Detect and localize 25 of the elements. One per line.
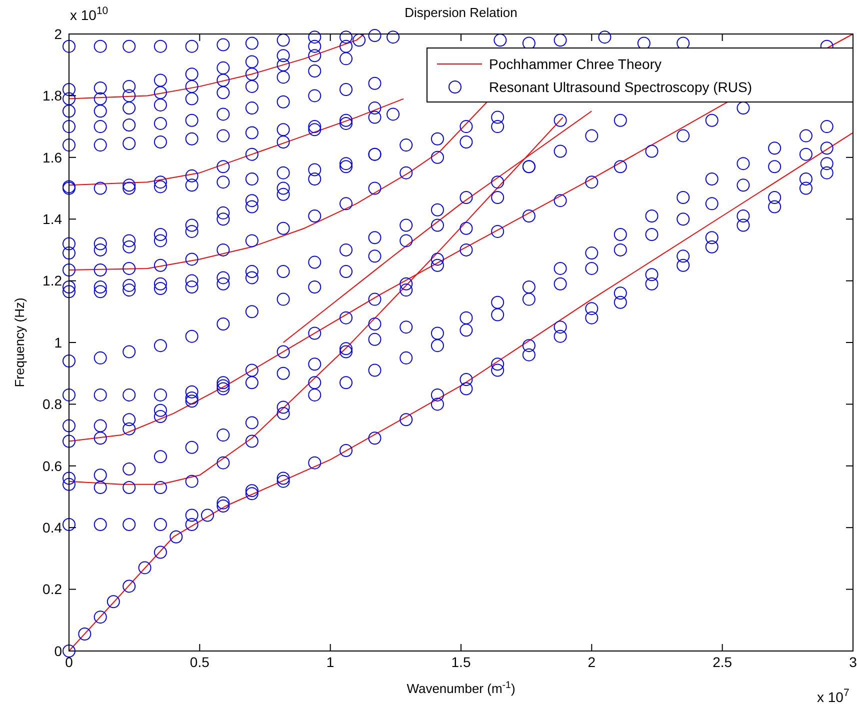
- text: x 10$^{10}$: [70, 5, 108, 23]
- y-tick-label: 2: [54, 26, 62, 42]
- y-tick-label: 0.8: [42, 396, 62, 412]
- x-tick-label: 0: [65, 654, 74, 670]
- legend-label: Resonant Ultrasound Spectroscopy (RUS): [489, 78, 752, 95]
- y-tick-label: 0.4: [42, 520, 62, 536]
- x-axis-title: Wavenumber (m$^{-1}$): [406, 680, 516, 696]
- y-tick-label: 0.6: [42, 458, 62, 474]
- x-tick-label: 2.5: [712, 654, 732, 670]
- chart-title: Dispersion Relation: [404, 5, 518, 20]
- y-tick-label: 1.2: [42, 272, 62, 289]
- y-tick-label: 0.2: [42, 581, 62, 598]
- y-tick-label: 1: [54, 334, 62, 350]
- x-tick-label: 3: [849, 654, 857, 670]
- y-tick-label: 1.8: [42, 88, 62, 104]
- x-tick-label: 2: [588, 654, 596, 670]
- y-tick-label: 1.6: [42, 149, 62, 166]
- y-tick-label: 0: [54, 642, 62, 659]
- x-tick-label: 0.5: [190, 654, 210, 670]
- legend-label: Pochhammer Chree Theory: [489, 56, 662, 72]
- x-tick-label: 1: [326, 654, 334, 670]
- x-tick-label: 1.5: [451, 654, 471, 670]
- y-axis-title: Frequency (Hz): [12, 298, 27, 388]
- text: x 10$^{7}$: [817, 687, 850, 705]
- y-tick-label: 1.4: [42, 211, 62, 227]
